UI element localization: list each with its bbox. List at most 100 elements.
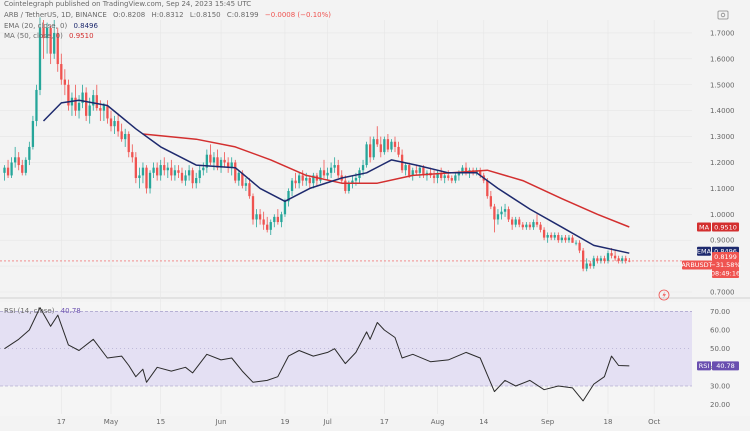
candle-body[interactable] [180, 172, 184, 181]
candle-body[interactable] [45, 27, 49, 39]
candle-body[interactable] [613, 255, 617, 259]
candle-body[interactable] [557, 235, 560, 241]
candle-body[interactable] [116, 121, 120, 132]
symbol-pair[interactable]: ARB / TetherUS, 1D, BINANCE [4, 11, 107, 19]
candle-body[interactable] [496, 214, 500, 220]
candle-body[interactable] [344, 180, 347, 191]
candle-body[interactable] [134, 157, 137, 179]
candle-body[interactable] [610, 253, 613, 256]
rsi-legend[interactable]: RSI (14, close) 40.78 [4, 307, 85, 315]
candle-body[interactable] [219, 159, 223, 168]
candle-body[interactable] [301, 175, 304, 181]
candle-body[interactable] [106, 105, 109, 119]
candle-body[interactable] [10, 162, 13, 176]
candle-body[interactable] [298, 175, 301, 184]
candle-body[interactable] [326, 172, 329, 176]
candle-body[interactable] [212, 157, 216, 163]
lightning-icon[interactable] [658, 289, 670, 301]
candle-body[interactable] [109, 118, 113, 127]
candle-body[interactable] [333, 165, 336, 168]
candle-body[interactable] [248, 183, 251, 197]
candle-body[interactable] [312, 175, 315, 184]
candle-body[interactable] [124, 133, 127, 140]
candle-body[interactable] [422, 167, 425, 176]
candle-body[interactable] [38, 27, 42, 90]
candle-body[interactable] [67, 84, 70, 106]
candle-body[interactable] [156, 167, 159, 176]
candle-body[interactable] [386, 139, 390, 150]
candle-body[interactable] [195, 178, 198, 184]
candle-body[interactable] [77, 102, 81, 111]
candle-body[interactable] [383, 139, 386, 153]
candle-body[interactable] [166, 167, 169, 171]
candle-body[interactable] [258, 214, 262, 220]
candle-body[interactable] [251, 196, 255, 220]
candle-body[interactable] [187, 170, 191, 176]
candle-body[interactable] [273, 216, 276, 223]
candle-body[interactable] [624, 258, 627, 261]
candle-body[interactable] [553, 235, 556, 238]
candle-body[interactable] [503, 209, 507, 212]
candle-body[interactable] [131, 152, 134, 158]
candle-body[interactable] [159, 165, 162, 176]
candle-body[interactable] [305, 178, 308, 181]
candle-body[interactable] [550, 235, 553, 238]
candle-body[interactable] [6, 167, 10, 176]
candle-body[interactable] [564, 237, 567, 241]
rsi-line[interactable] [4, 307, 630, 402]
candle-body[interactable] [376, 139, 379, 145]
candle-body[interactable] [511, 219, 514, 225]
candle-body[interactable] [63, 79, 66, 85]
candle-body[interactable] [56, 32, 59, 65]
candle-body[interactable] [191, 170, 194, 184]
candle-body[interactable] [24, 159, 27, 173]
ema20-line[interactable] [42, 99, 630, 254]
candle-body[interactable] [582, 250, 585, 269]
candle-body[interactable] [599, 258, 603, 261]
candle-body[interactable] [102, 105, 106, 111]
candle-body[interactable] [198, 170, 201, 179]
candle-body[interactable] [290, 180, 294, 191]
candle-body[interactable] [535, 222, 539, 225]
candle-body[interactable] [621, 258, 624, 261]
candle-body[interactable] [329, 167, 333, 173]
candle-body[interactable] [127, 133, 130, 153]
candle-body[interactable] [209, 154, 212, 163]
candle-body[interactable] [532, 222, 535, 228]
candle-body[interactable] [276, 216, 279, 223]
candle-body[interactable] [521, 224, 524, 228]
candle-body[interactable] [223, 159, 226, 163]
candle-body[interactable] [560, 237, 563, 241]
candle-body[interactable] [617, 258, 620, 261]
candle-body[interactable] [411, 170, 414, 176]
candle-body[interactable] [390, 141, 393, 150]
candle-body[interactable] [397, 146, 400, 155]
candle-body[interactable] [372, 139, 375, 158]
candle-body[interactable] [347, 183, 350, 191]
candle-body[interactable] [244, 183, 248, 186]
candle-body[interactable] [31, 121, 35, 147]
candle-body[interactable] [287, 190, 290, 202]
candle-body[interactable] [280, 214, 283, 223]
candle-body[interactable] [74, 97, 77, 111]
candle-body[interactable] [571, 237, 574, 243]
candle-body[interactable] [606, 253, 610, 261]
candle-body[interactable] [3, 167, 6, 173]
candle-body[interactable] [404, 165, 407, 171]
candle-body[interactable] [514, 219, 517, 225]
candle-body[interactable] [173, 170, 177, 176]
candle-body[interactable] [518, 219, 521, 225]
candle-body[interactable] [99, 108, 102, 111]
candle-body[interactable] [443, 175, 446, 179]
candle-body[interactable] [184, 175, 187, 181]
candle-body[interactable] [163, 165, 166, 171]
candle-body[interactable] [369, 144, 372, 158]
candle-body[interactable] [415, 170, 418, 173]
candle-body[interactable] [507, 209, 510, 220]
candle-body[interactable] [500, 211, 503, 215]
candle-body[interactable] [17, 157, 20, 166]
candle-body[interactable] [216, 157, 219, 168]
candle-body[interactable] [361, 165, 365, 171]
candle-body[interactable] [60, 64, 63, 80]
candle-body[interactable] [432, 175, 436, 179]
